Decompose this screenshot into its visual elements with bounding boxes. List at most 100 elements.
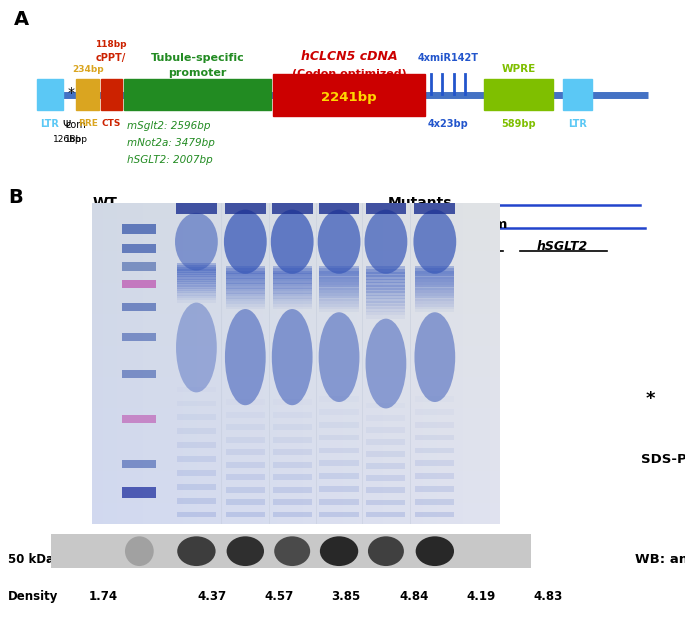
Text: mSglt2: mSglt2 xyxy=(320,240,370,253)
Ellipse shape xyxy=(225,309,266,405)
Bar xyxy=(415,448,454,453)
Bar xyxy=(226,512,265,518)
Bar xyxy=(176,203,216,215)
Bar xyxy=(366,301,406,309)
Text: 4.83: 4.83 xyxy=(534,591,562,603)
Text: Density: Density xyxy=(8,591,58,603)
Ellipse shape xyxy=(224,210,266,274)
Bar xyxy=(122,280,156,288)
Bar xyxy=(484,79,553,110)
Bar xyxy=(226,281,265,289)
Bar xyxy=(366,298,406,306)
Text: 4x23bp: 4x23bp xyxy=(427,119,469,129)
Bar xyxy=(415,512,454,518)
Text: LTR: LTR xyxy=(40,119,60,129)
Text: 4.84: 4.84 xyxy=(399,591,429,603)
Bar xyxy=(319,279,359,288)
Bar xyxy=(273,301,312,309)
Text: A: A xyxy=(14,10,29,29)
Bar xyxy=(226,268,265,276)
Bar xyxy=(226,487,265,493)
Bar xyxy=(366,488,406,493)
Bar xyxy=(366,427,406,432)
Ellipse shape xyxy=(368,537,404,566)
Bar xyxy=(415,409,454,415)
Bar xyxy=(123,79,271,110)
Text: 589bp: 589bp xyxy=(501,119,536,129)
Bar xyxy=(319,435,359,441)
Bar xyxy=(177,442,216,448)
Bar xyxy=(177,262,216,271)
Bar xyxy=(226,462,265,467)
Bar xyxy=(319,304,359,312)
Bar xyxy=(273,298,312,307)
Bar xyxy=(415,396,454,402)
Bar xyxy=(366,415,406,420)
Bar xyxy=(122,487,156,498)
Bar xyxy=(177,415,216,420)
Bar xyxy=(122,303,156,311)
Bar xyxy=(226,412,265,418)
Bar xyxy=(226,424,265,430)
Bar xyxy=(177,429,216,434)
Ellipse shape xyxy=(416,537,454,566)
Text: CTS: CTS xyxy=(101,119,121,128)
Text: 4xmiR142T: 4xmiR142T xyxy=(418,53,479,64)
Bar xyxy=(76,79,99,110)
Bar xyxy=(319,409,359,415)
Text: mSglt2: 2596bp: mSglt2: 2596bp xyxy=(127,121,210,131)
Bar xyxy=(177,283,216,291)
Bar xyxy=(273,268,312,276)
Bar xyxy=(366,439,406,444)
Bar xyxy=(177,292,216,300)
Ellipse shape xyxy=(318,210,360,274)
Text: promoter: promoter xyxy=(169,68,227,78)
Bar xyxy=(226,271,265,279)
Bar xyxy=(319,512,359,518)
Text: hSGLT2: hSGLT2 xyxy=(536,240,588,253)
Bar xyxy=(414,203,456,215)
Ellipse shape xyxy=(320,537,358,566)
Bar xyxy=(273,424,312,430)
Bar xyxy=(415,265,454,274)
Bar xyxy=(415,304,454,312)
Bar xyxy=(177,456,216,462)
Bar xyxy=(177,484,216,490)
Bar xyxy=(319,203,360,215)
Text: *: * xyxy=(67,86,75,100)
Bar xyxy=(177,401,216,406)
Ellipse shape xyxy=(319,312,360,402)
Bar xyxy=(225,203,266,215)
Bar xyxy=(319,422,359,428)
Bar xyxy=(415,298,454,307)
Bar xyxy=(366,282,406,290)
Bar xyxy=(366,276,406,283)
Bar xyxy=(177,290,216,298)
Bar xyxy=(273,293,312,302)
Bar xyxy=(415,285,454,293)
Text: (Codon optimized): (Codon optimized) xyxy=(292,69,406,79)
Text: 1.74: 1.74 xyxy=(88,591,118,603)
Bar xyxy=(122,460,156,468)
Text: 4.57: 4.57 xyxy=(264,591,294,603)
Bar xyxy=(415,282,454,290)
Bar xyxy=(273,271,312,279)
Bar xyxy=(177,276,216,284)
Bar xyxy=(226,298,265,307)
Bar xyxy=(366,500,406,505)
Bar xyxy=(366,279,406,286)
Ellipse shape xyxy=(125,537,153,566)
Text: 18bp: 18bp xyxy=(64,135,88,144)
Bar xyxy=(366,272,406,280)
Bar xyxy=(177,295,216,303)
Bar xyxy=(415,296,454,304)
Bar xyxy=(319,298,359,307)
Bar xyxy=(366,403,406,408)
Bar xyxy=(366,463,406,469)
Bar xyxy=(177,512,216,518)
Bar xyxy=(122,244,156,253)
Bar xyxy=(177,470,216,476)
Text: hCLCN5 cDNA: hCLCN5 cDNA xyxy=(301,50,397,64)
Bar xyxy=(226,450,265,455)
Text: *: * xyxy=(646,390,656,408)
